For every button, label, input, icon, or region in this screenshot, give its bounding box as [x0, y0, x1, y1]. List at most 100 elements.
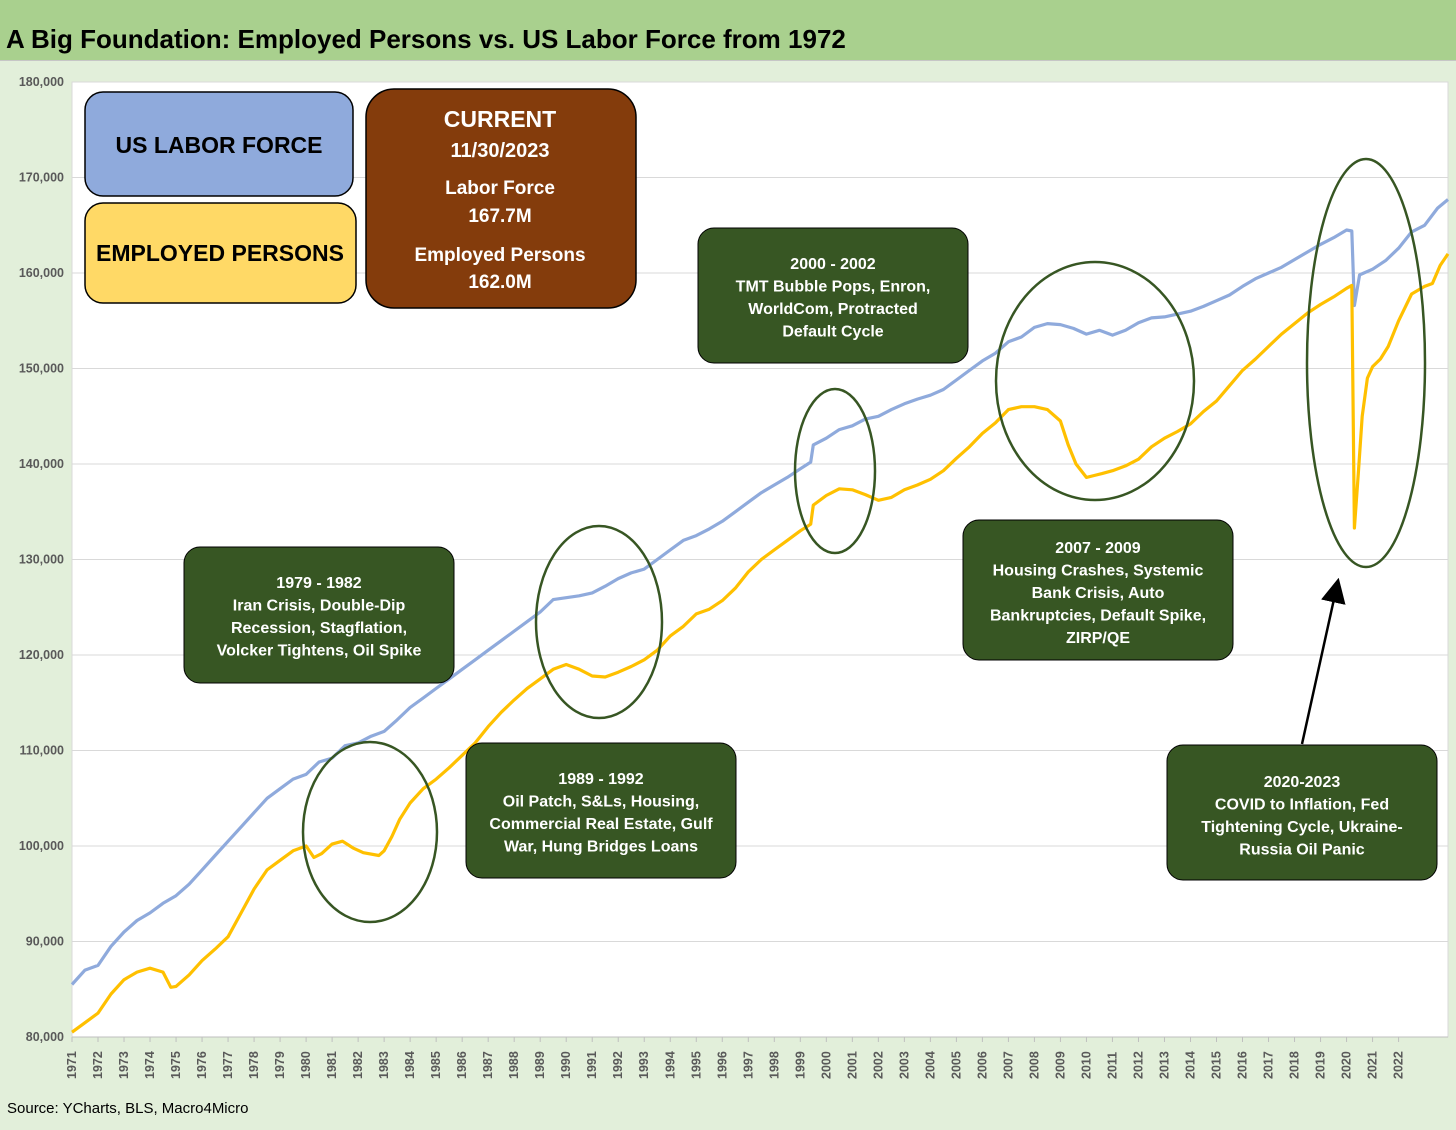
- chart-title: A Big Foundation: Employed Persons vs. U…: [6, 24, 846, 54]
- x-tick-label: 1987: [481, 1051, 495, 1079]
- annotation-box: [962, 519, 1234, 661]
- covid-arrow: [1300, 577, 1346, 745]
- x-tick-label: 1982: [351, 1051, 365, 1079]
- y-tick-label: 180,000: [19, 75, 64, 89]
- x-tick-label: 2002: [871, 1051, 885, 1079]
- x-tick-label: 2015: [1209, 1051, 1223, 1079]
- x-tick-label: 1996: [715, 1051, 729, 1079]
- legend-labor-force-label: US LABOR FORCE: [116, 132, 323, 158]
- current-date: 11/30/2023: [451, 140, 550, 162]
- labor-force-line: [70, 198, 1450, 986]
- x-tick-label: 1971: [65, 1051, 79, 1079]
- legend-employed-label: EMPLOYED PERSONS: [96, 240, 344, 266]
- y-tick-label: 100,000: [19, 839, 64, 853]
- x-tick-label: 1975: [169, 1051, 183, 1079]
- current-heading: CURRENT: [444, 106, 556, 132]
- x-tick-label: 2007: [1001, 1051, 1015, 1079]
- y-tick-label: 160,000: [19, 266, 64, 280]
- x-tick-label: 1994: [663, 1051, 677, 1079]
- annotation-line: Volcker Tightens, Oil Spike: [217, 643, 422, 660]
- annotation-2020: 2020-2023 COVID to Inflation, Fed Tighteni…: [1166, 744, 1438, 881]
- x-tick-label: 1991: [585, 1051, 599, 1079]
- x-tick-label: 1985: [429, 1051, 443, 1079]
- annotation-line: ZIRP/QE: [1066, 630, 1130, 647]
- x-tick-label: 1999: [793, 1051, 807, 1079]
- x-tick-label: 2000: [819, 1051, 833, 1079]
- employed-persons-line: [71, 253, 1450, 1034]
- annotation-line: Oil Patch, S&Ls, Housing,: [503, 794, 699, 811]
- annotation-box: [697, 227, 969, 364]
- y-tick-label: 140,000: [19, 457, 64, 471]
- legend-employed-box: [84, 202, 357, 304]
- y-tick-label: 110,000: [20, 744, 65, 758]
- x-tick-label: 2019: [1314, 1051, 1328, 1079]
- x-tick-label: 1990: [559, 1051, 573, 1079]
- y-axis-ticks: 80,000 90,000 100,000 110,000 120,000 130,000…: [19, 75, 64, 1044]
- annotation-line: War, Hung Bridges Loans: [504, 839, 698, 856]
- x-tick-label: 1973: [117, 1051, 131, 1079]
- x-tick-label: 2012: [1131, 1051, 1145, 1079]
- x-tick-label: 1976: [195, 1051, 209, 1079]
- legend-labor-force: US LABOR FORCE: [84, 91, 354, 197]
- x-tick-label: 1974: [143, 1051, 157, 1079]
- x-tick-label: 2013: [1157, 1051, 1171, 1079]
- annotation-line: Commercial Real Estate, Gulf: [489, 816, 713, 833]
- x-tick-label: 2011: [1105, 1052, 1119, 1079]
- x-tick-label: 2006: [975, 1051, 989, 1079]
- x-tick-label: 2022: [1392, 1051, 1406, 1079]
- annotation-line: TMT Bubble Pops, Enron,: [736, 279, 931, 296]
- annotation-title: 1979 - 1982: [276, 575, 362, 592]
- annotation-line: COVID to Inflation, Fed: [1215, 797, 1389, 814]
- legend-employed: EMPLOYED PERSONS: [84, 202, 357, 304]
- title-bar: A Big Foundation: Employed Persons vs. U…: [0, 0, 1456, 61]
- annotation-1989: 1989 - 1992 Oil Patch, S&Ls, Housing, Comm…: [465, 742, 737, 879]
- x-tick-label: 1983: [377, 1051, 391, 1079]
- x-tick-label: 2020: [1340, 1051, 1354, 1079]
- x-tick-label: 1977: [221, 1051, 235, 1079]
- annotation-line: Bank Crisis, Auto: [1032, 585, 1165, 602]
- current-box-bg: [365, 88, 637, 309]
- annotation-line: WorldCom, Protracted: [748, 301, 918, 318]
- annotation-line: Iran Crisis, Double-Dip: [233, 598, 406, 615]
- annotation-line: Tightening Cycle, Ukraine-: [1201, 819, 1403, 836]
- annotation-2000: 2000 - 2002 TMT Bubble Pops, Enron, WorldC…: [697, 227, 969, 364]
- source-note: Source: YCharts, BLS, Macro4Micro: [7, 1100, 249, 1117]
- y-tick-label: 150,000: [19, 362, 64, 376]
- current-employed-value: 162.0M: [468, 272, 531, 293]
- x-tick-label: 1981: [325, 1051, 339, 1079]
- ellipse-1979: [301, 740, 439, 924]
- legend-labor-force-box: [84, 91, 354, 197]
- annotation-title: 2007 - 2009: [1055, 540, 1141, 557]
- annotation-line: Recession, Stagflation,: [231, 620, 407, 637]
- y-tick-label: 130,000: [19, 553, 64, 567]
- x-tick-label: 1997: [741, 1051, 755, 1079]
- x-tick-label: 2008: [1027, 1051, 1041, 1079]
- x-tick-label: 2004: [923, 1051, 937, 1079]
- x-tick-label: 2014: [1183, 1051, 1197, 1079]
- annotation-box: [465, 742, 737, 879]
- y-tick-label: 120,000: [19, 648, 64, 662]
- annotation-line: Bankruptcies, Default Spike,: [990, 608, 1206, 625]
- x-tick-label: 2001: [845, 1051, 859, 1079]
- y-tick-label: 80,000: [26, 1030, 64, 1044]
- x-tick-label: 2017: [1262, 1051, 1276, 1079]
- annotation-line: Housing Crashes, Systemic: [993, 563, 1204, 580]
- x-tick-label: 2016: [1236, 1051, 1250, 1079]
- annotation-title: 2000 - 2002: [790, 256, 876, 273]
- x-tick-label: 2010: [1079, 1051, 1093, 1079]
- current-box: CURRENT 11/30/2023 Labor Force 167.7M Employ…: [365, 88, 637, 309]
- x-tick-label: 1998: [767, 1051, 781, 1079]
- annotation-line: Default Cycle: [782, 324, 883, 341]
- x-tick-label: 1993: [637, 1051, 651, 1079]
- current-employed-label: Employed Persons: [414, 245, 585, 266]
- y-tick-label: 90,000: [26, 935, 64, 949]
- ellipse-2020: [1305, 157, 1427, 569]
- x-tick-label: 2003: [897, 1051, 911, 1079]
- x-tick-label: 1992: [611, 1051, 625, 1079]
- ellipse-2007: [994, 260, 1196, 502]
- annotation-1979: 1979 - 1982 Iran Crisis, Double-Dip Recess…: [183, 546, 455, 684]
- ellipse-1989: [534, 524, 664, 720]
- annotation-line: Russia Oil Panic: [1239, 842, 1364, 859]
- x-tick-label: 2009: [1053, 1051, 1067, 1079]
- x-tick-label: 1972: [91, 1051, 105, 1079]
